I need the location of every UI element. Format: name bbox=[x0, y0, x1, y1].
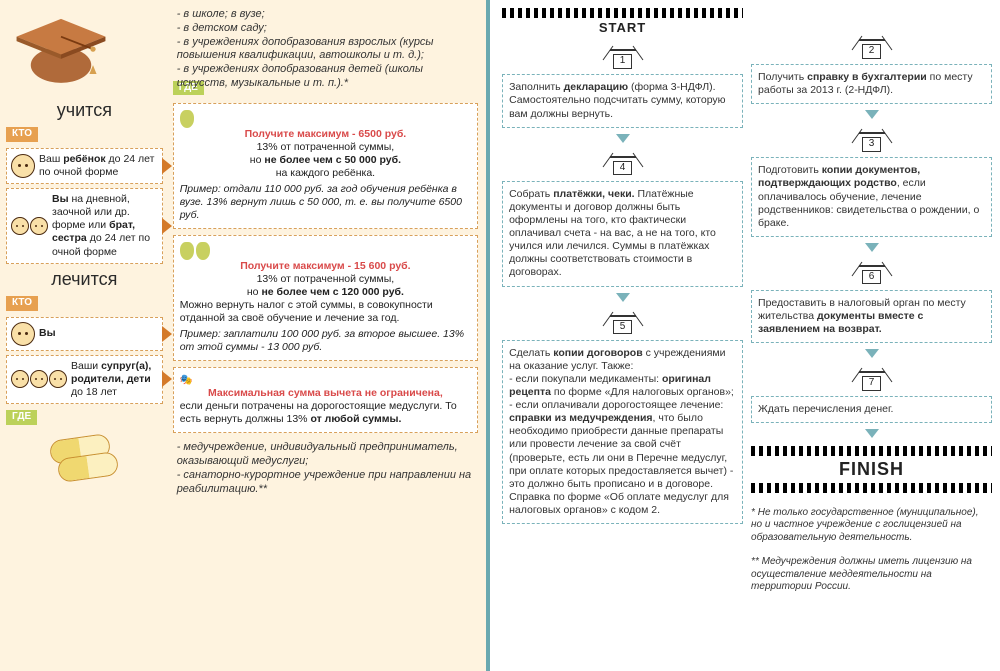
who-you-siblings: Вы на дневной, заочной или др. форме или… bbox=[6, 188, 163, 264]
treat-title: лечится bbox=[6, 268, 163, 291]
step-1: Заполнить декларацию (форма 3-НДФЛ). Сам… bbox=[502, 74, 743, 127]
pear-icon bbox=[196, 242, 210, 260]
start-block: START bbox=[502, 6, 743, 36]
who-you-treat: Вы bbox=[6, 317, 163, 351]
step-5: Сделать копии договоров с учреждениями н… bbox=[502, 340, 743, 525]
pills-icon bbox=[44, 433, 124, 483]
steps-left: START 1 Заполнить декларацию (форма 3-НД… bbox=[502, 6, 743, 665]
steps-right: 2 Получить справку в бухгалтерии по мест… bbox=[751, 6, 992, 665]
arrow-down-icon bbox=[865, 110, 879, 119]
steps-column: START 1 Заполнить декларацию (форма 3-НД… bbox=[494, 0, 1000, 671]
left-column: учится КТО Ваш ребёнок до 24 лет по очно… bbox=[0, 0, 169, 671]
faces-icon bbox=[11, 217, 48, 235]
face-icon bbox=[11, 322, 35, 346]
arrow-down-icon bbox=[616, 134, 630, 143]
middle-column: - в школе; в вузе; - в детском саду; - в… bbox=[169, 0, 486, 671]
arrow-icon bbox=[162, 326, 172, 342]
result-unlimited: 🎭 Максимальная сумма вычета не ограничен… bbox=[173, 367, 478, 434]
result-15600: Получите максимум - 15 600 руб. 13% от п… bbox=[173, 235, 478, 361]
footnote-1: * Не только государственное (муниципальн… bbox=[751, 507, 992, 545]
pear-icon bbox=[180, 242, 194, 260]
child-face-icon bbox=[11, 154, 35, 178]
step-7: Ждать перечисления денег. bbox=[751, 396, 992, 423]
hurdle-5: 5 bbox=[502, 308, 743, 334]
result-6500: Получите максимум - 6500 руб. 13% от пот… bbox=[173, 103, 478, 229]
step-6: Предоставить в налоговый орган по месту … bbox=[751, 290, 992, 343]
footnote-2: ** Медучреждения должны иметь лицензию н… bbox=[751, 556, 992, 594]
hurdle-4: 4 bbox=[502, 149, 743, 175]
divider bbox=[486, 0, 490, 671]
graduation-cap-icon bbox=[6, 10, 116, 90]
who-child: Ваш ребёнок до 24 лет по очной форме bbox=[6, 148, 163, 184]
tag-kto-study: КТО bbox=[6, 127, 38, 142]
hurdle-7: 7 bbox=[751, 364, 992, 390]
arrow-down-icon bbox=[865, 349, 879, 358]
hurdle-6: 6 bbox=[751, 258, 992, 284]
arrow-icon bbox=[162, 371, 172, 387]
step-2: Получить справку в бухгалтерии по месту … bbox=[751, 64, 992, 104]
who-family-treat: Ваши супруг(а), родители, дети до 18 лет bbox=[6, 355, 163, 404]
tag-kto-treat: КТО bbox=[6, 296, 38, 311]
faces-icon bbox=[11, 370, 67, 388]
hurdle-3: 3 bbox=[751, 125, 992, 151]
treat-where: - медучреждение, индивидуальный предприн… bbox=[173, 439, 478, 498]
arrow-down-icon bbox=[865, 429, 879, 438]
step-3: Подготовить копии документов, подтвержда… bbox=[751, 157, 992, 237]
step-4: Собрать платёжки, чеки. Платёжные докуме… bbox=[502, 181, 743, 287]
tag-gde-treat: ГДЕ bbox=[6, 410, 37, 425]
arrow-down-icon bbox=[865, 243, 879, 252]
study-title: учится bbox=[6, 99, 163, 122]
arrow-down-icon bbox=[616, 293, 630, 302]
arrow-icon bbox=[162, 218, 172, 234]
mask-icon: 🎭 bbox=[180, 374, 193, 386]
hurdle-2: 2 bbox=[751, 32, 992, 58]
study-where: - в школе; в вузе; - в детском саду; - в… bbox=[173, 6, 478, 93]
hurdle-1: 1 bbox=[502, 42, 743, 68]
finish-block: FINISH bbox=[751, 444, 992, 495]
pear-icon bbox=[180, 110, 194, 128]
arrow-icon bbox=[162, 158, 172, 174]
